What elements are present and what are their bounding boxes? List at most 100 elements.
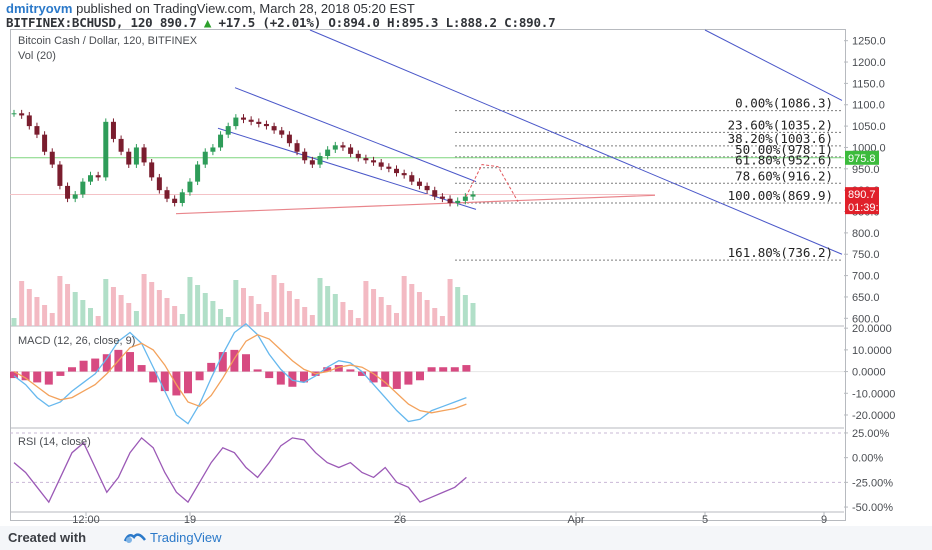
- macd-histogram-bar: [218, 352, 227, 372]
- candle-body: [248, 119, 254, 122]
- candle-body: [80, 181, 86, 195]
- volume-bar: [302, 307, 308, 326]
- time-axis-label: Apr: [567, 514, 584, 526]
- candle-body: [409, 175, 415, 182]
- candle-body: [470, 194, 476, 197]
- macd-histogram-bar: [91, 358, 100, 372]
- volume-bar: [470, 303, 476, 326]
- author-name[interactable]: dmitryovm: [6, 1, 73, 16]
- candle-body: [371, 160, 377, 163]
- macd-histogram-bar: [102, 354, 111, 372]
- candle-body: [263, 123, 269, 127]
- macd-histogram-bar: [242, 354, 250, 372]
- candle-body: [279, 130, 285, 135]
- volume-bar: [195, 285, 201, 326]
- candle-body: [164, 190, 170, 199]
- volume-bar: [294, 299, 300, 326]
- countdown-tag: 01:39:54: [848, 202, 891, 214]
- fib-level-label: 78.60%(916.2): [735, 168, 833, 183]
- volume-bar: [133, 311, 139, 326]
- volume-bar: [363, 281, 369, 326]
- price-axis-tick-label: 700.0: [852, 271, 880, 283]
- candle-body: [416, 181, 422, 186]
- macd-histogram-bar: [334, 365, 343, 372]
- macd-axis-tick-label: 10.0000: [852, 345, 892, 357]
- volume-bar: [65, 284, 71, 326]
- macd-histogram-bar: [184, 371, 192, 394]
- volume-bar: [149, 282, 155, 326]
- volume-bar: [279, 283, 285, 326]
- chart-frame: [10, 29, 846, 521]
- macd-histogram-bar: [79, 360, 88, 372]
- channel-lower-line: [217, 127, 477, 210]
- symbol-label: BITFINEX:BCHUSD, 120: [6, 15, 153, 30]
- candle-body: [325, 149, 331, 157]
- volume-bar: [118, 295, 124, 326]
- macd-histogram-bar: [21, 371, 30, 381]
- candle-body: [340, 145, 346, 148]
- tradingview-brand[interactable]: TradingView: [150, 530, 222, 545]
- volume-bar: [355, 318, 361, 326]
- macd-histogram-bar: [346, 369, 355, 372]
- volume-bar: [248, 296, 254, 326]
- volume-bar: [424, 300, 430, 326]
- volume-bar: [187, 277, 193, 326]
- price-axis-tick-label: 1200.0: [852, 57, 886, 69]
- candle-body: [202, 151, 208, 165]
- time-axis-label: 26: [394, 514, 406, 526]
- volume-bar: [332, 294, 338, 326]
- price-axis: 600.0650.0700.0750.0800.0850.0900.0950.0…: [844, 36, 895, 514]
- macd-histogram-bar: [265, 371, 274, 379]
- candle-body: [241, 117, 246, 120]
- candle-body: [172, 198, 178, 203]
- macd-histogram-bar: [288, 371, 297, 387]
- macd-axis-tick-label: -20.0000: [852, 410, 895, 422]
- price-axis-tick-label: 750.0: [852, 249, 880, 261]
- volume-bar: [455, 287, 461, 326]
- candle-body: [432, 190, 438, 197]
- macd-histogram-bar: [416, 371, 424, 381]
- volume-bar: [179, 314, 185, 326]
- volume-bar: [386, 305, 392, 326]
- price-axis-tick-label: 950.0: [852, 164, 880, 176]
- last-price-tag: 890.7: [848, 189, 876, 201]
- candle-body: [256, 121, 262, 124]
- candle-body: [149, 162, 155, 178]
- macd-histogram-bar: [230, 349, 239, 372]
- volume-bar: [26, 289, 32, 326]
- volume-bars: [11, 274, 476, 326]
- fib-level-label: 50.00%(978.1): [735, 142, 833, 157]
- candle-body: [126, 151, 132, 165]
- candle-body: [439, 196, 445, 199]
- rsi-pane: [13, 436, 467, 504]
- time-axis: 12:00 19 26 Apr 5 9: [72, 512, 827, 526]
- macd-histogram-bar: [462, 365, 471, 372]
- macd-histogram-bar: [427, 367, 436, 372]
- candle-body: [34, 126, 40, 135]
- candle-body: [424, 185, 430, 191]
- macd-title: MACD (12, 26, close, 9): [18, 335, 135, 347]
- macd-histogram-bar: [68, 367, 76, 372]
- candle-body: [309, 160, 315, 165]
- candle-body: [133, 147, 139, 165]
- candle-body: [210, 147, 216, 152]
- rsi-axis-tick-label: -50.00%: [852, 502, 893, 514]
- macd-histogram-bar: [149, 371, 158, 383]
- time-axis-label: 19: [184, 514, 196, 526]
- volume-bar: [49, 313, 55, 326]
- macd-histogram-bar: [44, 371, 53, 385]
- candle-body: [355, 153, 361, 159]
- candle-body: [156, 177, 162, 191]
- macd-histogram-bar: [369, 371, 378, 383]
- rsi-axis-tick-label: 0.00%: [852, 453, 883, 465]
- macd-histogram-bar: [450, 367, 459, 372]
- volume-bar: [225, 317, 231, 326]
- rsi-axis-tick-label: -25.00%: [852, 477, 893, 489]
- candle-body: [49, 151, 55, 165]
- wide-channel-line: [309, 29, 843, 255]
- volume-bar: [210, 301, 216, 326]
- volume-bar: [19, 281, 25, 326]
- macd-histogram-bar: [126, 352, 134, 372]
- candle-body: [302, 151, 308, 161]
- chart-canvas[interactable]: 0.00%(1086.3) 23.60%(1035.2)38.20%(1003.6…: [0, 0, 932, 526]
